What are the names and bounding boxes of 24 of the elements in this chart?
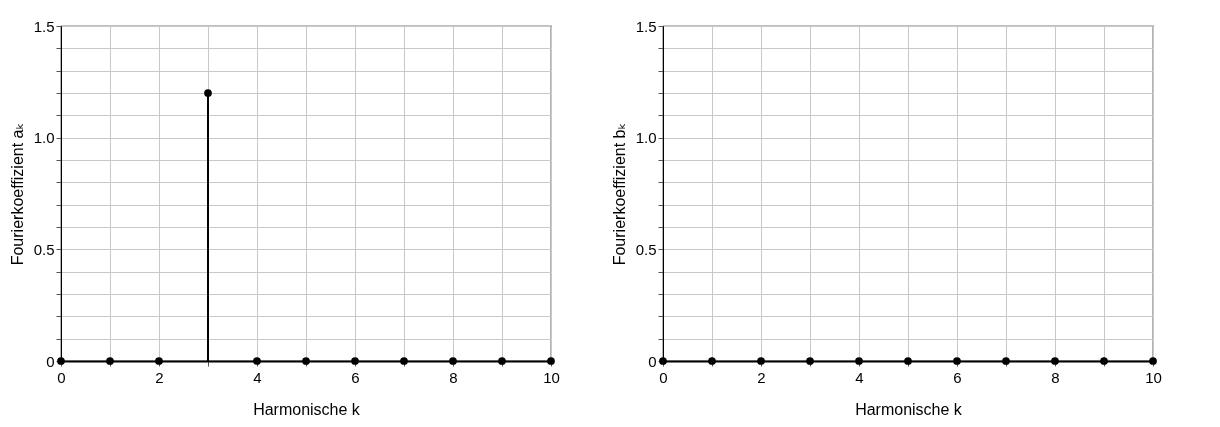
x-tick-label: 0 <box>57 368 66 386</box>
x-tick-label: 8 <box>1051 368 1060 386</box>
x-tick-label: 10 <box>1145 368 1162 386</box>
x-tick-label: 4 <box>253 368 262 386</box>
y-axis-title: Fourierkoeffizient bₖ <box>610 122 628 266</box>
y-tick-label: 1.0 <box>33 129 55 147</box>
x-tick-label: 6 <box>351 368 360 386</box>
x-tick-label: 4 <box>855 368 864 386</box>
x-tick-label: 2 <box>155 368 164 386</box>
x-axis-title: Harmonische k <box>253 400 361 418</box>
x-tick-label: 6 <box>953 368 962 386</box>
y-tick-label: 1.5 <box>33 17 55 35</box>
y-tick-label: 0 <box>648 352 657 370</box>
x-axis-title: Harmonische k <box>855 400 963 418</box>
y-tick-label: 0 <box>46 352 55 370</box>
x-tick-label: 2 <box>757 368 766 386</box>
x-tick-label: 10 <box>543 368 560 386</box>
y-tick-label: 0.5 <box>33 240 55 258</box>
y-tick-label: 1.0 <box>635 129 657 147</box>
x-tick-label: 0 <box>659 368 668 386</box>
y-axis-title: Fourierkoeffizient aₖ <box>8 122 26 266</box>
y-tick-label: 1.5 <box>635 17 657 35</box>
x-tick-label: 8 <box>449 368 458 386</box>
y-tick-label: 0.5 <box>635 240 657 258</box>
